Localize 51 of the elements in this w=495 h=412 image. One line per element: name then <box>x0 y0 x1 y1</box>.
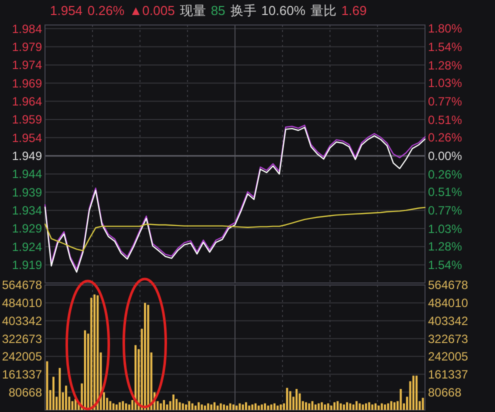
y2-tick-label: 0.51% <box>428 112 462 127</box>
text: 量比 <box>310 3 336 18</box>
text: 85 <box>210 3 226 18</box>
y-tick-label: 1.969 <box>12 76 42 90</box>
y-tick-label: 80668 <box>8 385 42 400</box>
y2-tick-label: 0.77% <box>428 204 462 218</box>
y-tick-label: 1.944 <box>12 167 42 182</box>
y2-tick-label: 0.26% <box>428 130 462 145</box>
y-tick-label: 1.934 <box>12 204 42 218</box>
y2-tick-label: 564678 <box>428 278 468 292</box>
y-tick-label: 1.964 <box>12 94 42 109</box>
text: 换手 <box>230 3 256 18</box>
text: 10.60% <box>261 3 306 18</box>
text: 1.954 <box>50 3 83 18</box>
y-tick-label: 1.939 <box>12 185 42 200</box>
y2-tick-label: 1.80% <box>428 22 462 36</box>
y-tick-label: 161337 <box>2 367 42 382</box>
y-tick-label: 1.974 <box>12 58 42 72</box>
y2-tick-label: 0.77% <box>428 94 462 108</box>
text: 1.69 <box>341 3 367 18</box>
y-tick-label: 322673 <box>2 332 42 346</box>
y2-tick-label: 242005 <box>428 350 468 364</box>
y2-tick-label: 1.54% <box>428 40 462 54</box>
y2-tick-label: 484010 <box>428 296 468 310</box>
text: 0.26% <box>88 3 125 18</box>
y-tick-label: 564678 <box>2 278 42 292</box>
y-tick-label: 1.954 <box>12 130 42 145</box>
y-tick-label: 242005 <box>2 350 42 364</box>
y-tick-label: 1.984 <box>12 22 42 36</box>
y2-tick-label: 0.00% <box>428 149 462 164</box>
y-tick-label: 1.949 <box>12 149 42 164</box>
y2-tick-label: 403342 <box>428 314 468 328</box>
y2-tick-label: 161337 <box>428 367 468 382</box>
y2-tick-label: 322673 <box>428 332 468 346</box>
y-tick-label: 1.929 <box>12 222 42 236</box>
y-tick-label: 1.919 <box>12 258 42 272</box>
y2-tick-label: 1.28% <box>428 240 462 254</box>
y2-tick-label: 1.54% <box>428 258 462 272</box>
y-tick-label: 1.959 <box>12 112 42 127</box>
y2-tick-label: 0.51% <box>428 185 462 200</box>
text: 现量 <box>180 3 206 18</box>
y-tick-label: 1.979 <box>12 40 42 54</box>
y2-tick-label: 80668 <box>428 385 462 400</box>
y-tick-label: 484010 <box>2 296 42 310</box>
y2-tick-label: 1.03% <box>428 222 462 236</box>
y-tick-label: 1.924 <box>12 240 42 254</box>
text: ▲0.005 <box>129 3 175 18</box>
y-tick-label: 403342 <box>2 314 42 328</box>
y2-tick-label: 1.03% <box>428 76 462 90</box>
y2-tick-label: 0.26% <box>428 167 462 182</box>
y2-tick-label: 1.28% <box>428 58 462 72</box>
